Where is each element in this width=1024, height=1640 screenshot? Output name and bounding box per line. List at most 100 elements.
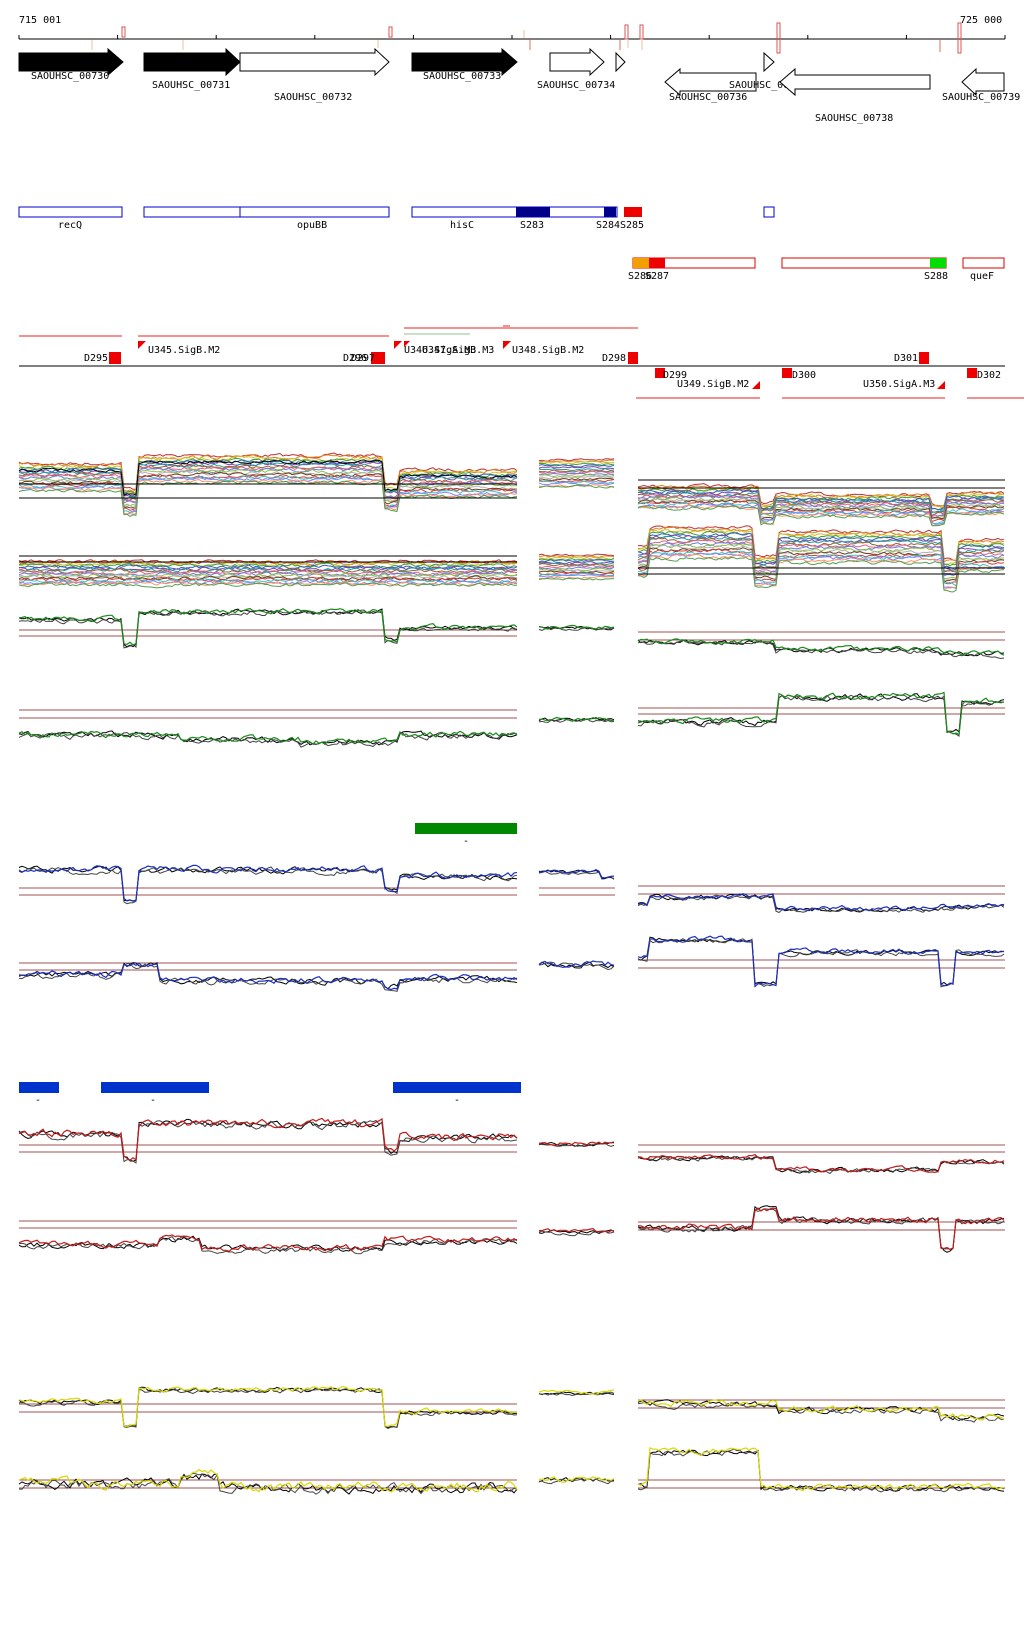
multi-trace	[538, 459, 615, 463]
feature-label: S287	[645, 271, 669, 282]
coordinate-axis: 715 001 725 000	[18, 15, 1006, 54]
multi-trace	[538, 555, 615, 559]
gene-label: SAOUHSC_00739	[942, 92, 1020, 103]
condition-trace-color	[18, 1385, 518, 1428]
feature-small[interactable]	[763, 206, 775, 218]
upstream-label: D299	[663, 370, 687, 381]
condition-trace-gray	[637, 938, 1005, 988]
feature-label: opuBB	[297, 220, 327, 231]
upstream-label: U349.SigB.M2	[677, 379, 749, 390]
condition-trace-color	[538, 869, 615, 879]
feature-opubb[interactable]	[143, 206, 390, 218]
condition-trace-color	[538, 1227, 615, 1234]
expression-panel-red	[18, 1117, 1005, 1255]
segment-s287[interactable]	[649, 258, 665, 268]
bar-marker: -	[35, 1095, 41, 1106]
multi-trace	[538, 464, 615, 468]
gene-saouhsc-00739[interactable]: SAOUHSC_00739	[942, 67, 1020, 103]
multi-trace	[538, 475, 615, 480]
multi-trace	[637, 483, 1005, 507]
region-bar-green[interactable]	[415, 823, 517, 834]
feature-label: hisC	[450, 220, 474, 231]
gene-saouhsc-00733[interactable]: SAOUHSC_00733	[411, 47, 518, 82]
gene-saouhsc-00738[interactable]: SAOUHSC_00738	[779, 67, 931, 124]
multi-trace	[538, 478, 615, 483]
segment-s284[interactable]	[604, 207, 616, 217]
feature-hisc[interactable]	[411, 206, 618, 218]
condition-trace-color	[18, 1468, 518, 1493]
expression-panel-yellow	[18, 1385, 1005, 1495]
condition-trace-black	[18, 608, 518, 648]
upstream-label: U347.SigB.M3	[422, 345, 494, 356]
condition-trace-color	[18, 864, 518, 902]
gene-label: SAOUHSC_00738	[815, 113, 893, 124]
region-bars: - - - -	[19, 823, 521, 1106]
region-bar-blue[interactable]	[393, 1082, 521, 1093]
upstream-label: U348.SigB.M2	[512, 345, 584, 356]
multi-trace	[18, 462, 518, 500]
upstream-label: D302	[977, 370, 1001, 381]
gene-saouhsc-00737[interactable]: SAOUHSC_00737	[729, 51, 807, 91]
condition-trace-gray	[538, 1230, 615, 1237]
multi-trace	[18, 452, 518, 490]
gene-saouhsc-00730[interactable]: SAOUHSC_00730	[18, 47, 124, 82]
multi-trace	[538, 484, 615, 489]
condition-trace-black	[637, 1205, 1005, 1253]
upstream-label: D298	[602, 353, 626, 364]
segment-s286[interactable]	[633, 258, 649, 268]
multi-trace	[18, 571, 518, 578]
multi-trace	[18, 575, 518, 582]
condition-trace-color	[637, 1447, 1004, 1492]
multi-trace	[18, 476, 518, 515]
region-bar-blue[interactable]	[19, 1082, 59, 1093]
condition-trace-gray	[18, 1235, 518, 1255]
segment-s285[interactable]	[624, 207, 642, 217]
feature-block-2[interactable]	[781, 257, 947, 269]
segment-s283[interactable]	[516, 207, 550, 217]
multi-trace	[18, 580, 518, 587]
condition-trace-color	[637, 1399, 1005, 1421]
gene-saouhsc-00731[interactable]: SAOUHSC_00731	[143, 47, 241, 91]
multi-trace	[18, 564, 518, 570]
gene-saouhsc-00736[interactable]: SAOUHSC_00736	[664, 67, 757, 103]
segment-s288[interactable]	[930, 258, 946, 268]
multi-trace	[538, 458, 615, 462]
feature-quef[interactable]	[962, 257, 1005, 269]
gene-label: SAOUHSC_00737	[729, 80, 807, 91]
upstream-label: D301	[894, 353, 918, 364]
multi-trace	[538, 481, 615, 486]
multi-trace	[637, 488, 1005, 511]
condition-trace-black	[538, 961, 615, 969]
gene-label: SAOUHSC_00730	[31, 71, 109, 82]
upstream-label: D300	[792, 370, 816, 381]
condition-trace-gray	[538, 1391, 615, 1397]
condition-trace-black	[18, 1386, 518, 1429]
condition-trace-gray	[539, 1478, 615, 1485]
multi-trace	[538, 468, 615, 472]
feature-recq[interactable]	[18, 206, 123, 218]
feature-label: S284	[596, 220, 620, 231]
multi-trace	[538, 564, 615, 569]
condition-trace-color	[538, 1389, 615, 1395]
condition-trace-gray	[18, 731, 518, 748]
multi-trace	[18, 459, 518, 496]
condition-trace-color	[538, 960, 615, 968]
multi-trace	[18, 453, 518, 492]
multi-trace	[18, 582, 517, 589]
region-bar-blue[interactable]	[101, 1082, 209, 1093]
condition-trace-color	[637, 1207, 1005, 1251]
gene-saouhsc-00734[interactable]: SAOUHSC_00734	[537, 47, 626, 91]
gene-saouhsc-00732[interactable]: SAOUHSC_00732	[239, 47, 390, 103]
condition-trace-black	[637, 936, 1005, 986]
axis-ticks	[18, 35, 1006, 39]
condition-trace-gray	[538, 961, 615, 971]
transcript-track: D295 U345.SigB.M2 D296 D297 U346.SigA.M3…	[19, 325, 1024, 399]
feature-label: queF	[970, 271, 994, 282]
condition-trace-gray	[18, 609, 518, 649]
feature-label: recQ	[58, 220, 82, 231]
gene-label: SAOUHSC_00732	[274, 92, 352, 103]
feature-label: S285	[620, 220, 644, 231]
condition-trace-gray	[18, 1119, 518, 1164]
condition-trace-black	[637, 1449, 1005, 1492]
multi-trace	[538, 480, 615, 484]
